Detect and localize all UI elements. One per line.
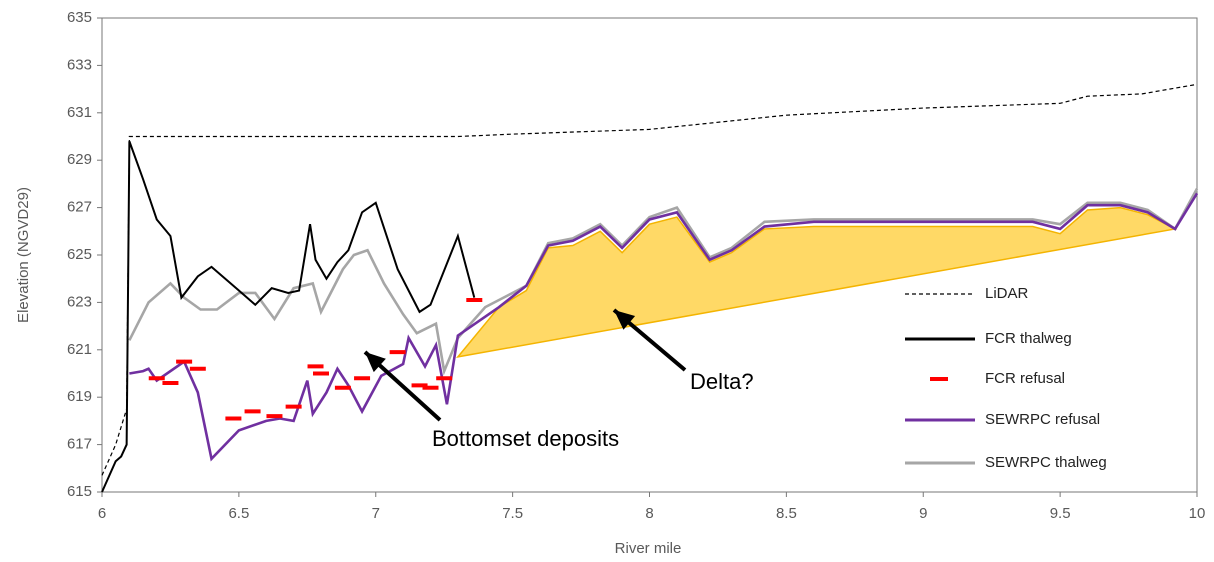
- x-tick-label: 6: [98, 505, 106, 522]
- annotation: Delta?: [690, 369, 754, 394]
- x-tick-label: 9: [919, 505, 927, 522]
- annotation: Bottomset deposits: [432, 426, 619, 451]
- legend-label: LiDAR: [985, 285, 1029, 302]
- x-axis-label: River mile: [615, 540, 682, 557]
- y-tick-label: 625: [67, 246, 92, 263]
- y-axis-label: Elevation (NGVD29): [15, 187, 32, 323]
- y-tick-label: 623: [67, 293, 92, 310]
- x-tick-label: 8: [645, 505, 653, 522]
- y-tick-label: 635: [67, 9, 92, 26]
- y-tick-label: 631: [67, 104, 92, 121]
- series-line: [129, 192, 1199, 462]
- y-tick-label: 627: [67, 199, 92, 216]
- y-tick-label: 621: [67, 341, 92, 358]
- legend-label: SEWRPC thalweg: [985, 454, 1107, 471]
- x-tick-label: 7.5: [502, 505, 523, 522]
- x-tick-label: 7: [372, 505, 380, 522]
- legend-label: SEWRPC refusal: [985, 411, 1100, 428]
- y-tick-label: 617: [67, 436, 92, 453]
- x-tick-label: 10: [1189, 505, 1206, 522]
- series-line: [101, 140, 476, 493]
- y-tick-label: 633: [67, 56, 92, 73]
- y-tick-label: 629: [67, 151, 92, 168]
- x-tick-label: 9.5: [1050, 505, 1071, 522]
- series-line: [101, 83, 1198, 476]
- y-tick-label: 619: [67, 388, 92, 405]
- arrow-head: [365, 352, 386, 373]
- arrow-head: [614, 310, 636, 330]
- legend-label: FCR refusal: [985, 370, 1065, 387]
- legend-label: FCR thalweg: [985, 330, 1072, 347]
- x-tick-label: 6.5: [228, 505, 249, 522]
- x-tick-label: 8.5: [776, 505, 797, 522]
- delta-area: [455, 206, 1178, 359]
- y-tick-label: 615: [67, 483, 92, 500]
